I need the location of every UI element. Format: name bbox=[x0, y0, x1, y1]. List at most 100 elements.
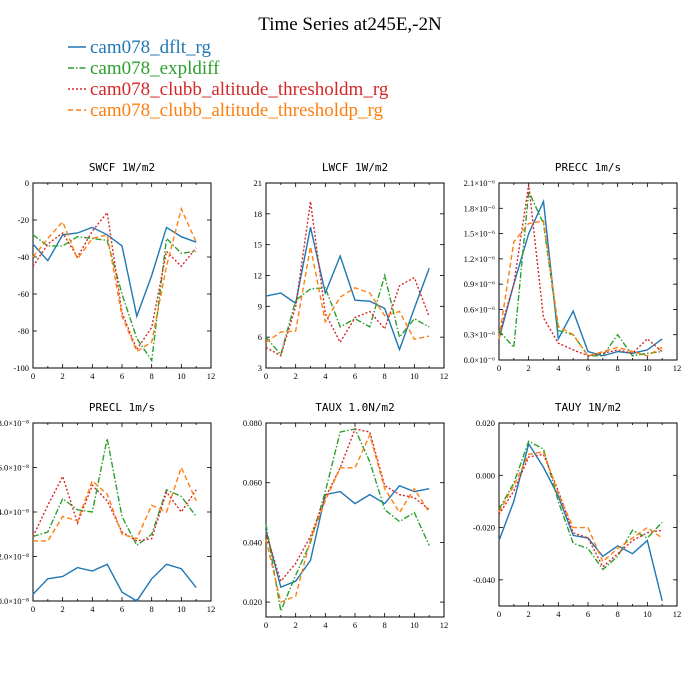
y-tick-label: 12 bbox=[254, 271, 263, 281]
x-tick-label: 4 bbox=[556, 609, 561, 619]
x-tick-label: 8 bbox=[616, 609, 620, 619]
series-line bbox=[265, 227, 430, 352]
panel-title: PRECL 1m/s bbox=[89, 401, 155, 414]
x-tick-label: 10 bbox=[177, 604, 186, 614]
x-tick-label: 2 bbox=[294, 371, 298, 381]
series-line bbox=[265, 428, 430, 583]
legend-entry: cam078_dflt_rg bbox=[68, 37, 212, 58]
y-tick-label: -60 bbox=[18, 289, 29, 299]
y-tick-label: 9 bbox=[258, 301, 262, 311]
x-tick-label: 2 bbox=[61, 604, 65, 614]
x-tick-label: 6 bbox=[120, 604, 124, 614]
y-tick-label: 0.080 bbox=[243, 418, 262, 428]
panels: SWCF 1W/m2 0 2 4 6 8 10 12 0 -20 -40 -60 -80 -100 LWCF… bbox=[0, 161, 681, 630]
legend-entry: cam078_expldiff bbox=[68, 58, 220, 79]
series-line bbox=[498, 220, 663, 357]
x-tick-label: 10 bbox=[643, 609, 652, 619]
x-tick-label: 6 bbox=[586, 609, 590, 619]
y-tick-label: 0 bbox=[25, 178, 29, 188]
chart-panel: PRECC 1m/s 0 2 4 6 8 10 12 0.0×10⁻⁶ 0.3×10⁻⁶ 0.6×1… bbox=[464, 161, 682, 373]
y-tick-label: 0.000 bbox=[476, 470, 495, 480]
legend-label: cam078_clubb_altitude_thresholdm_rg bbox=[90, 79, 389, 100]
x-tick-label: 2 bbox=[61, 371, 65, 381]
x-tick-label: 8 bbox=[616, 363, 620, 373]
x-tick-label: 4 bbox=[90, 604, 95, 614]
plot-frame bbox=[32, 422, 212, 602]
y-tick-label: -0.040 bbox=[473, 575, 495, 585]
plot-frame bbox=[498, 182, 678, 361]
x-tick-label: 12 bbox=[673, 363, 682, 373]
legend-entry: cam078_clubb_altitude_thresholdm_rg bbox=[68, 79, 389, 100]
series-line bbox=[498, 451, 663, 563]
y-tick-label: -80 bbox=[18, 326, 29, 336]
x-tick-label: 6 bbox=[586, 363, 590, 373]
series-line bbox=[265, 432, 430, 604]
chart-panel: TAUY 1N/m2 0 2 4 6 8 10 12 0.020 0.000 -0.020 -0.04… bbox=[473, 401, 681, 619]
x-tick-label: 6 bbox=[353, 371, 357, 381]
y-tick-label: 15 bbox=[254, 240, 263, 250]
x-tick-label: 8 bbox=[383, 371, 387, 381]
y-tick-label: 21 bbox=[254, 178, 263, 188]
x-tick-label: 0 bbox=[497, 363, 501, 373]
series-line bbox=[498, 184, 663, 357]
y-tick-label: 2.0×10⁻⁸ bbox=[0, 552, 29, 562]
panel-title: PRECC 1m/s bbox=[555, 161, 621, 174]
y-tick-label: 8.0×10⁻⁸ bbox=[0, 418, 29, 428]
series-line bbox=[265, 272, 430, 357]
x-tick-label: 0 bbox=[497, 609, 501, 619]
y-tick-label: 6 bbox=[258, 332, 262, 342]
x-tick-label: 10 bbox=[177, 371, 186, 381]
y-tick-label: -100 bbox=[13, 363, 29, 373]
x-tick-label: 0 bbox=[31, 371, 35, 381]
x-tick-label: 2 bbox=[527, 609, 531, 619]
figure-title: Time Series at245E,-2N bbox=[258, 14, 442, 35]
plot-frame bbox=[32, 182, 212, 369]
legend-label: cam078_expldiff bbox=[90, 58, 220, 79]
x-tick-label: 10 bbox=[643, 363, 652, 373]
y-tick-label: 0.060 bbox=[243, 478, 262, 488]
y-tick-label: -40 bbox=[18, 252, 29, 262]
y-tick-label: 18 bbox=[254, 209, 263, 219]
series-line bbox=[32, 226, 197, 319]
y-tick-label: 2.1×10⁻⁶ bbox=[464, 178, 495, 188]
chart-panel: SWCF 1W/m2 0 2 4 6 8 10 12 0 -20 -40 -60 -80 -100 bbox=[13, 161, 215, 381]
legend-label: cam078_clubb_altitude_thresholdp_rg bbox=[90, 100, 384, 121]
legend: cam078_dflt_rg cam078_expldiff cam078_cl… bbox=[68, 37, 389, 121]
panel-title: LWCF 1W/m2 bbox=[322, 161, 388, 174]
y-tick-label: 4.0×10⁻⁸ bbox=[0, 507, 29, 517]
y-tick-label: 0.6×10⁻⁶ bbox=[464, 304, 495, 314]
x-tick-label: 10 bbox=[410, 620, 419, 630]
plot-frame bbox=[498, 422, 678, 607]
y-tick-label: 0.9×10⁻⁶ bbox=[464, 279, 495, 289]
series-line bbox=[32, 210, 197, 351]
x-tick-label: 12 bbox=[440, 371, 449, 381]
x-tick-label: 6 bbox=[120, 371, 124, 381]
panel-title: SWCF 1W/m2 bbox=[89, 161, 155, 174]
x-tick-label: 2 bbox=[294, 620, 298, 630]
x-tick-label: 4 bbox=[90, 371, 95, 381]
y-tick-label: 1.5×10⁻⁶ bbox=[464, 229, 495, 239]
x-tick-label: 2 bbox=[527, 363, 531, 373]
series-line bbox=[498, 198, 663, 357]
series-line bbox=[265, 428, 430, 614]
y-tick-label: 0.3×10⁻⁶ bbox=[464, 330, 495, 340]
series-line bbox=[498, 440, 663, 571]
y-tick-label: 1.8×10⁻⁶ bbox=[464, 203, 495, 213]
y-tick-label: -20 bbox=[18, 215, 29, 225]
plot-frame bbox=[265, 182, 445, 369]
legend-entry: cam078_clubb_altitude_thresholdp_rg bbox=[68, 100, 384, 121]
series-line bbox=[32, 234, 197, 363]
y-tick-label: 0.020 bbox=[243, 597, 262, 607]
x-tick-label: 10 bbox=[410, 371, 419, 381]
series-line bbox=[265, 484, 430, 589]
x-tick-label: 0 bbox=[264, 620, 268, 630]
series-line bbox=[265, 246, 430, 343]
panel-title: TAUX 1.0N/m2 bbox=[315, 401, 394, 414]
x-tick-label: 12 bbox=[207, 604, 216, 614]
y-tick-label: 0.0×10⁻⁸ bbox=[0, 596, 29, 606]
x-tick-label: 8 bbox=[383, 620, 387, 630]
series-line bbox=[32, 438, 197, 547]
y-tick-label: 0.040 bbox=[243, 537, 262, 547]
x-tick-label: 0 bbox=[31, 604, 35, 614]
